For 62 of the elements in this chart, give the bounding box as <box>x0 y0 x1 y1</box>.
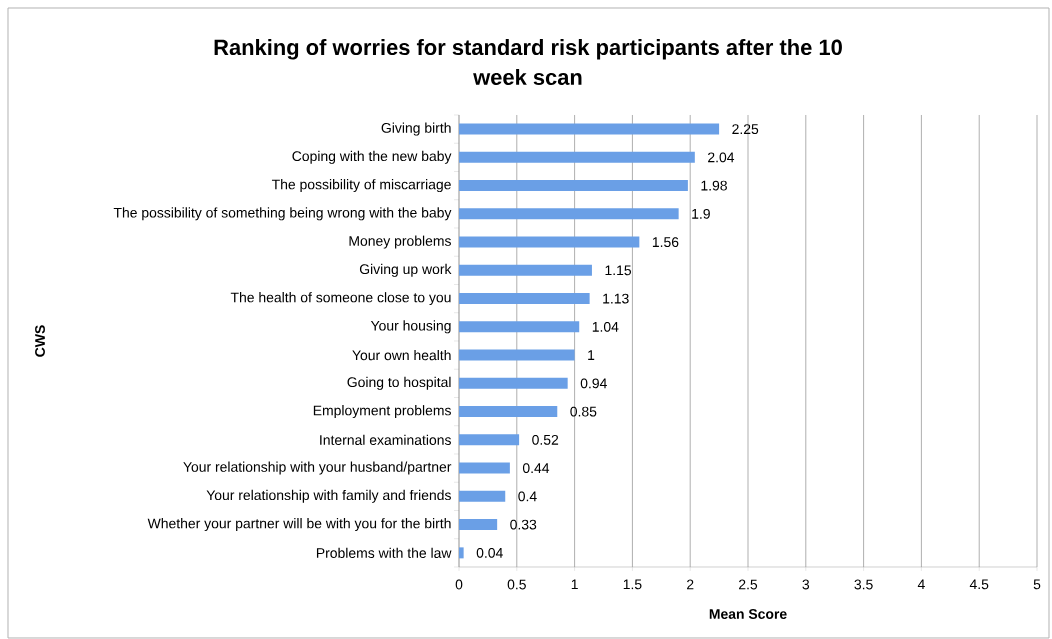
bar <box>459 293 590 305</box>
x-tick-label: 2.5 <box>739 579 758 590</box>
data-label: 1.13 <box>603 293 629 304</box>
data-label: 1 <box>588 350 595 360</box>
data-label: 0.85 <box>570 406 597 417</box>
data-label: 1.98 <box>701 180 727 191</box>
y-tick-label: Employment problems <box>313 405 451 419</box>
bar <box>459 236 640 248</box>
data-label: 1.56 <box>652 237 679 248</box>
x-tick-label: 0.5 <box>507 579 526 590</box>
data-label: 0.44 <box>522 463 550 474</box>
data-label: 0.52 <box>532 434 559 445</box>
data-label: 0.33 <box>510 519 537 530</box>
bar <box>459 547 464 559</box>
bar <box>459 434 520 446</box>
bar <box>459 123 720 135</box>
x-tick-label: 2 <box>687 579 694 590</box>
y-tick-label: The possibility of miscarriage <box>271 179 451 193</box>
y-tick-label: Giving birth <box>381 122 451 136</box>
data-label: 2.25 <box>732 124 759 135</box>
bar <box>459 462 510 474</box>
y-tick-label: Whether your partner will be with you for the birth <box>147 518 451 532</box>
bar <box>459 264 592 276</box>
data-label: 1.9 <box>692 208 710 219</box>
x-axis-title: Mean Score <box>709 609 787 619</box>
bar <box>459 151 695 163</box>
x-tick-label: 3.5 <box>854 579 873 590</box>
data-label: 1.15 <box>605 265 632 276</box>
y-tick-label: Coping with the new baby <box>292 150 452 164</box>
y-tick-label: The possibility of something being wrong with the baby <box>113 207 452 221</box>
y-tick-label: Internal examinations <box>320 434 451 445</box>
y-axis-title: CWS <box>35 325 45 357</box>
y-tick-label: The health of someone close to you <box>230 292 451 306</box>
y-tick-label: Going to hospital <box>347 376 451 390</box>
x-tick-label: 4.5 <box>969 579 989 590</box>
x-tick-label: 1.5 <box>623 579 642 590</box>
x-tick-label: 3 <box>802 579 810 590</box>
bar <box>459 406 558 418</box>
chart-title: Ranking of worries for standard risk participants after the 10 week scan <box>214 38 842 85</box>
y-tick-label: Your relationship with your husband/partner <box>183 461 452 475</box>
bar <box>459 519 498 531</box>
data-label: 0.4 <box>518 491 537 502</box>
y-tick-label: Your own health <box>352 349 451 361</box>
bar <box>459 180 688 192</box>
data-label: 2.04 <box>708 152 735 163</box>
data-label: 0.04 <box>476 547 503 558</box>
y-tick-label: Money problems <box>349 235 451 249</box>
data-label: 0.94 <box>580 378 607 389</box>
bar <box>459 208 679 220</box>
bar <box>459 377 568 389</box>
y-tick-label: Giving up work <box>359 263 452 277</box>
y-tick-label: Your housing <box>370 320 451 334</box>
y-tick-label: Problems with the law <box>316 547 452 558</box>
bar <box>459 490 506 502</box>
x-tick-label: 4 <box>917 579 925 590</box>
data-label: 1.04 <box>592 321 619 332</box>
x-tick-label: 5 <box>1033 579 1041 590</box>
x-tick-label: 0 <box>455 579 463 590</box>
bar <box>459 321 580 333</box>
x-tick-label: 1 <box>571 579 578 590</box>
bar <box>459 349 575 361</box>
y-tick-label: Your relationship with family and friends <box>206 489 451 503</box>
